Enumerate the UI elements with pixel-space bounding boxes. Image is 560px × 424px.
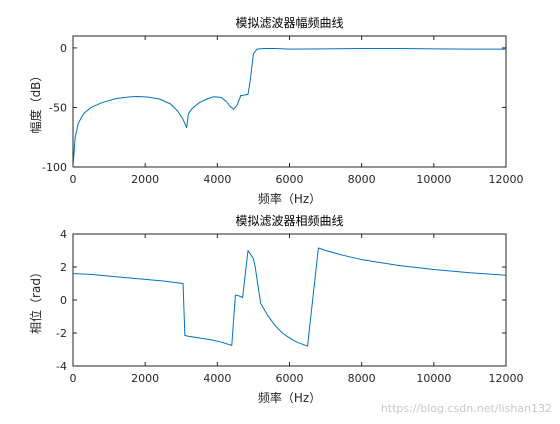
y-tick-label: -4: [56, 360, 67, 373]
watermark-text: https://blog.csdn.net/lishan132: [381, 402, 552, 415]
y-tick-label: -2: [56, 327, 67, 340]
series-line: [73, 247, 506, 347]
y-tick-label: -100: [42, 161, 67, 174]
y-tick-label: 0: [60, 294, 67, 307]
x-axis-label: 频率（Hz）: [258, 191, 321, 206]
chart-1: 0 2000 4000 6000 8000 10000 12000 -100 -50 0 模拟滤波器…: [28, 15, 524, 206]
plot-area: [72, 233, 507, 367]
series-line: [73, 48, 506, 167]
x-tick-label: 8000: [348, 173, 376, 186]
x-tick-label: 12000: [489, 372, 524, 385]
x-axis-label: 频率（Hz）: [258, 390, 321, 405]
x-tick-label: 6000: [276, 173, 304, 186]
y-axis-label: 相位（rad）: [28, 266, 43, 334]
x-tick-label: 10000: [416, 372, 451, 385]
x-tick-label: 10000: [416, 173, 451, 186]
y-tick-label: -50: [49, 101, 67, 114]
chart-title: 模拟滤波器幅频曲线: [235, 15, 343, 30]
y-tick-label: 4: [60, 228, 67, 241]
y-tick-label: 2: [60, 261, 67, 274]
x-tick-label: 8000: [348, 372, 376, 385]
x-tick-label: 4000: [203, 173, 231, 186]
x-tick-label: 2000: [131, 372, 159, 385]
chart-title: 模拟滤波器相频曲线: [235, 214, 343, 228]
y-tick-label: 0: [60, 42, 67, 55]
x-tick-label: 12000: [489, 173, 524, 186]
x-tick-label: 0: [70, 173, 77, 186]
chart-2: 0 2000 4000 6000 8000 10000 12000 -4 -2 0 2 4 模拟滤波器相…: [28, 214, 524, 405]
x-tick-label: 4000: [203, 372, 231, 385]
x-tick-label: 0: [70, 372, 77, 385]
x-tick-label: 6000: [276, 372, 304, 385]
y-axis-label: 幅度（dB）: [28, 70, 43, 134]
plot-area: [72, 35, 507, 168]
x-tick-label: 2000: [131, 173, 159, 186]
